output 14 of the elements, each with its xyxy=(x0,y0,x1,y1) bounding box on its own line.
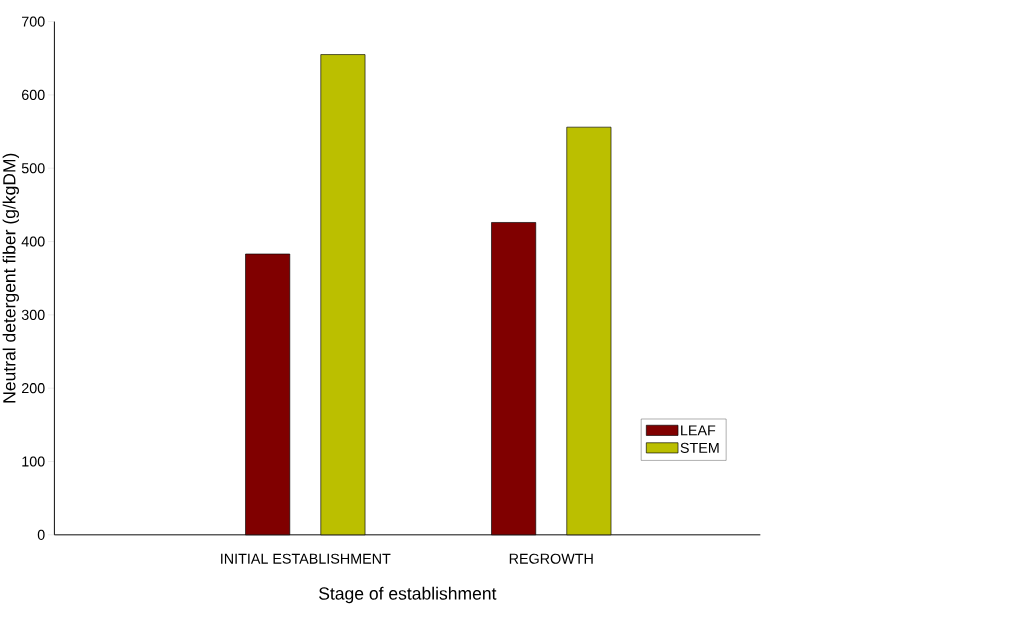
y-tick-label: 700 xyxy=(22,16,45,27)
y-tick-label: 500 xyxy=(21,162,45,174)
y-tick-label: 600 xyxy=(21,89,45,100)
y-tick-label: 300 xyxy=(21,309,45,320)
legend-label: LEAF xyxy=(681,425,716,436)
y-tick-label: 200 xyxy=(21,382,45,394)
x-tick-label: REGROWTH xyxy=(509,553,593,564)
y-axis-title: Neutral detergent fiber (g/kgDM) xyxy=(2,153,19,403)
y-tick-label: 400 xyxy=(21,236,45,247)
x-axis-title: Stage of establishment xyxy=(319,586,497,603)
x-tick-label: INITIAL ESTABLISHMENT xyxy=(221,553,391,564)
legend-label: STEM xyxy=(680,442,719,453)
y-tick-label: 0 xyxy=(37,529,45,540)
y-tick-label: 100 xyxy=(22,456,45,467)
